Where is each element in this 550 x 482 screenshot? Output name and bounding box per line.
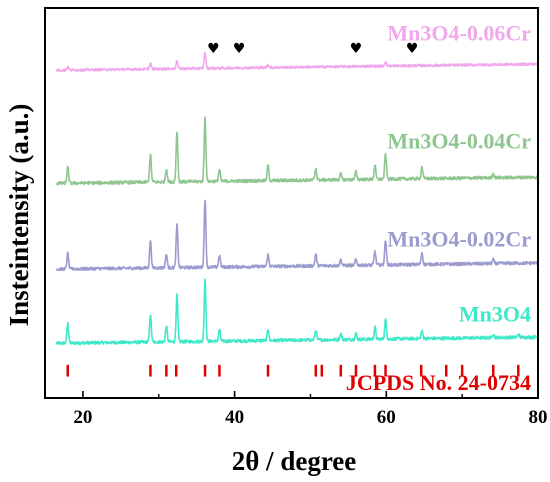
series-label-3: Mn3O4-0.04Cr	[387, 129, 531, 154]
heart-marker: ♥	[207, 41, 220, 57]
x-tick-label: 80	[529, 407, 548, 428]
series-layer	[55, 51, 539, 346]
series-label-1: Mn3O4	[459, 301, 531, 326]
x-tick-label: 40	[225, 407, 244, 428]
plot-frame	[44, 7, 539, 399]
x-tick-label: 60	[377, 407, 396, 428]
series-labels: Mn3O4 Mn3O4-0.02Cr Mn3O4-0.04Cr Mn3O4-0.06C…	[387, 20, 531, 326]
heart-marker: ♥	[406, 41, 419, 57]
heart-marker: ♥	[233, 41, 246, 57]
y-axis-title: Insteintensity (a.u.)	[4, 104, 34, 327]
series-label-2: Mn3O4-0.02Cr	[387, 226, 531, 251]
x-tick-label: 20	[73, 407, 92, 428]
x-ticks: 20 40 60 80	[73, 391, 548, 428]
series-line-1	[55, 278, 539, 346]
series-line-3	[55, 116, 539, 186]
reference-label: JCPDS No. 24-0734	[346, 370, 531, 395]
reference-layer: JCPDS No. 24-0734	[66, 364, 531, 395]
plot-border	[44, 7, 539, 399]
heart-marker: ♥	[350, 41, 363, 57]
x-axis-title: 2θ / degree	[232, 446, 357, 476]
marker-layer: ♥ ♥ ♥ ♥	[207, 41, 418, 57]
series-line-4	[55, 51, 539, 73]
series-label-4: Mn3O4-0.06Cr	[387, 20, 531, 45]
series-line-2	[55, 199, 539, 272]
